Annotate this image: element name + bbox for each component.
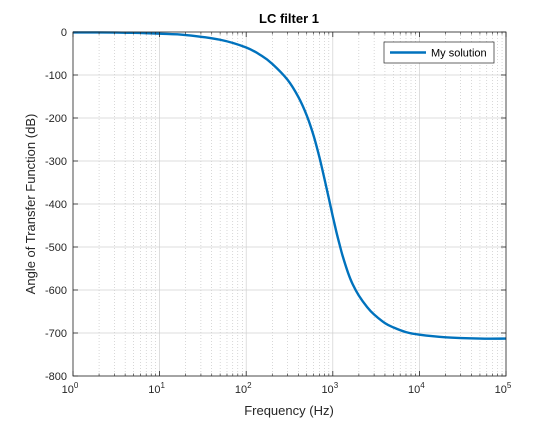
legend-label-my-solution: My solution [431,48,487,60]
y-tick-label: -700 [45,328,67,340]
y-tick-label: 0 [61,27,67,39]
x-tick-label: 102 [235,381,252,396]
x-tick-label-exponent: 4 [420,381,425,390]
x-tick-label-exponent: 3 [334,381,339,390]
x-tick-label: 105 [495,381,512,396]
y-axis-label: Angle of Transfer Function (dB) [23,114,38,295]
x-tick-label: 104 [408,381,425,396]
y-tick-label: -400 [45,199,67,211]
chart-title: LC filter 1 [259,11,319,26]
x-tick-label-exponent: 5 [507,381,512,390]
legend-box [383,41,495,64]
x-tick-label-exponent: 0 [74,381,79,390]
x-tick-labels: 100 101 102 103 104 105 [62,381,512,396]
x-tick-label-base: 10 [148,384,160,396]
y-tick-label: -300 [45,156,67,168]
x-tick-label-base: 10 [408,384,420,396]
x-tick-label-base: 10 [321,384,333,396]
series-layer [72,31,507,340]
y-tick-label: -200 [45,113,67,125]
x-tick-label: 100 [62,381,79,396]
y-tick-label: -800 [45,371,67,383]
x-axis-label: Frequency (Hz) [244,403,334,418]
y-tick-labels: 0 -100 -200 -300 -400 -500 -600 -700 -800 [45,27,67,383]
x-tick-label-exponent: 2 [247,381,252,390]
series-line-my-solution [72,31,507,340]
y-tick-label: -600 [45,285,67,297]
x-tick-label: 101 [148,381,165,396]
x-tick-label: 103 [321,381,338,396]
axis-ticks [72,31,507,377]
y-tick-label: -500 [45,242,67,254]
x-tick-label-exponent: 1 [160,381,165,390]
x-tick-label-base: 10 [495,384,507,396]
x-tick-label-base: 10 [235,384,247,396]
x-tick-label-base: 10 [62,384,74,396]
y-tick-label: -100 [45,70,67,82]
legend: My solution [383,41,495,64]
